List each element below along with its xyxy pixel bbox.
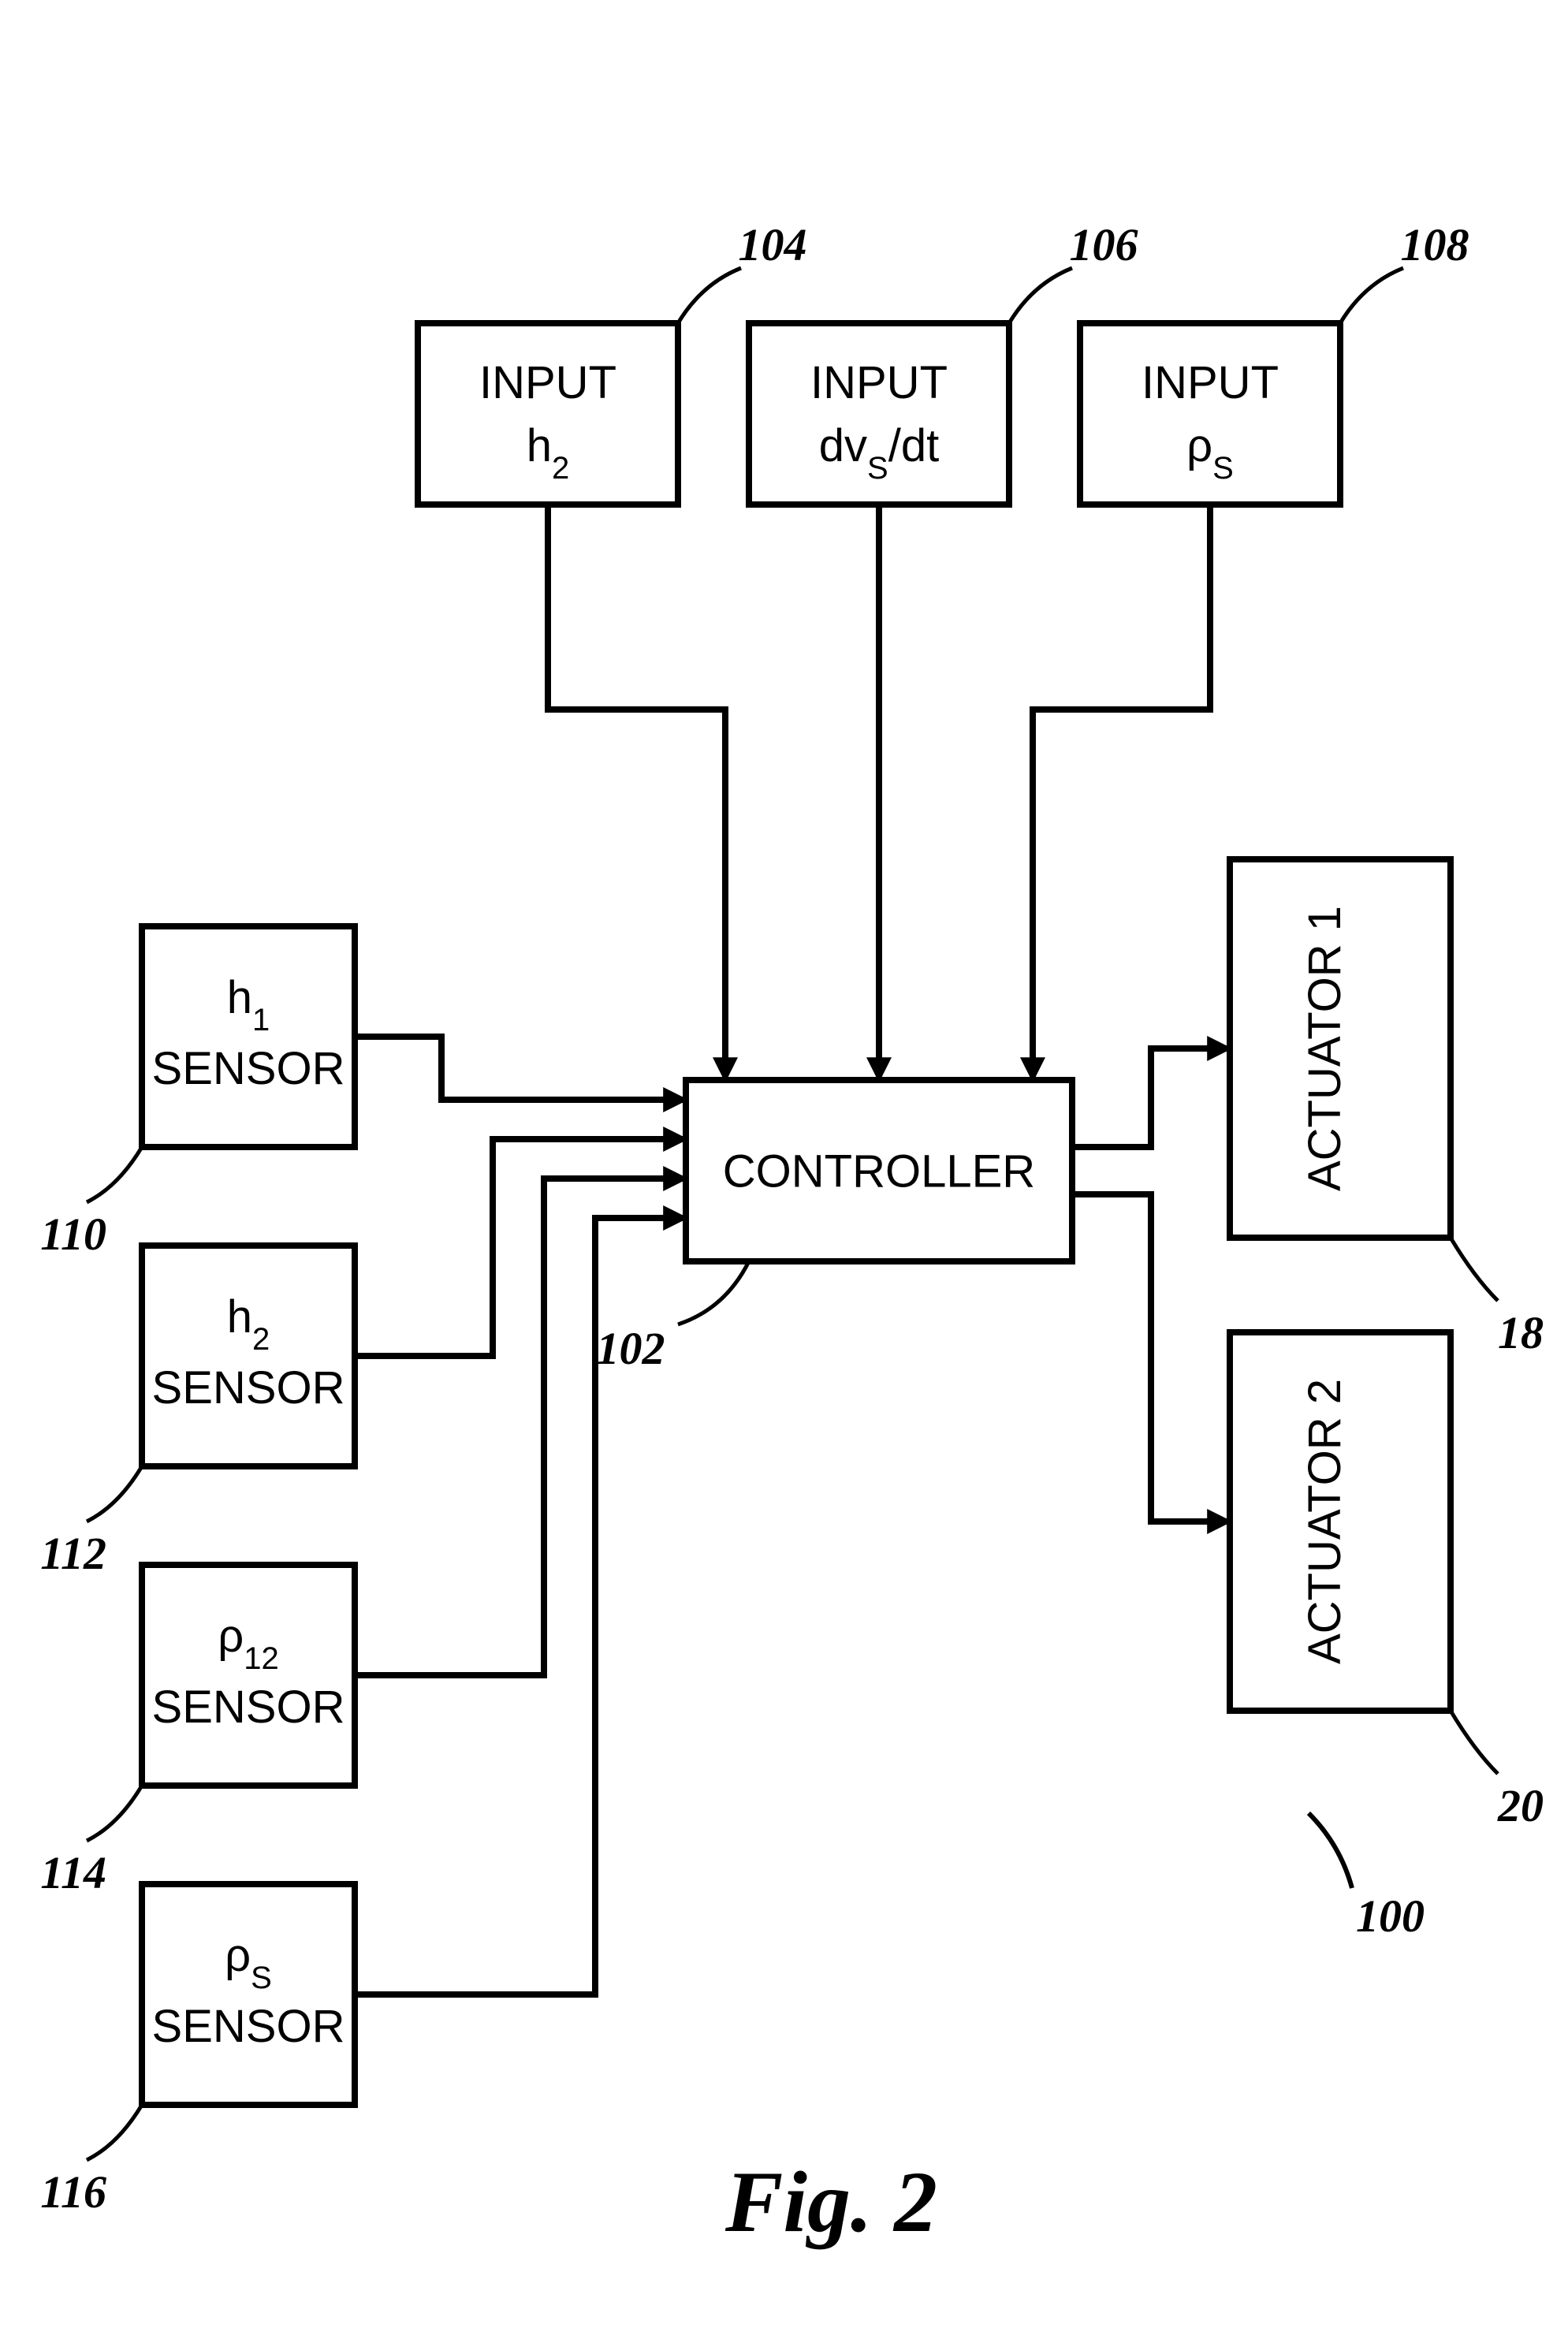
actuator-1-arrow: [1072, 1048, 1230, 1147]
figure-caption: Fig. 2: [724, 2154, 937, 2250]
input-ps-arrow: [1033, 505, 1210, 1080]
sensor-ps-box: [142, 1884, 355, 2105]
sensor-h2-box: [142, 1246, 355, 1466]
sensor-h2-line2: SENSOR: [152, 1362, 345, 1413]
sensor-ps-ref: 116: [40, 2166, 106, 2218]
sensor-ps-line2: SENSOR: [152, 2001, 345, 2052]
sensor-h1-arrow: [355, 1037, 686, 1100]
input-ps-line1: INPUT: [1142, 357, 1279, 408]
input-dvdt-ref-hook: [1009, 268, 1072, 323]
sensor-p12-ref: 114: [40, 1847, 106, 1898]
actuator-1-ref: 18: [1498, 1307, 1544, 1358]
sensor-ps-ref-hook: [87, 2105, 142, 2160]
actuator-1-label: ACTUATOR 1: [1299, 906, 1350, 1191]
ref-hook-102: [678, 1261, 749, 1324]
input-ps-ref: 108: [1401, 219, 1469, 270]
input-dvdt-line1: INPUT: [810, 357, 948, 408]
actuator-1-ref-hook: [1451, 1238, 1498, 1301]
sensor-h2-ref: 112: [40, 1528, 106, 1579]
input-h2-ref: 104: [739, 219, 807, 270]
actuator-2-label: ACTUATOR 2: [1299, 1379, 1350, 1664]
ref-100: 100: [1356, 1890, 1425, 1942]
sensor-h1-box: [142, 926, 355, 1147]
sensor-h1-line2: SENSOR: [152, 1043, 345, 1094]
ref-102: 102: [597, 1323, 665, 1374]
sensor-p12-ref-hook: [87, 1786, 142, 1841]
input-h2-line1: INPUT: [479, 357, 616, 408]
input-dvdt-ref: 106: [1070, 219, 1138, 270]
sensor-p12-line2: SENSOR: [152, 1682, 345, 1733]
input-ps-ref-hook: [1340, 268, 1403, 323]
sensor-h2-ref-hook: [87, 1466, 142, 1521]
input-ps-box: [1080, 323, 1340, 505]
input-h2-box: [418, 323, 678, 505]
input-h2-ref-hook: [678, 268, 741, 323]
actuator-2-ref-hook: [1451, 1711, 1498, 1774]
input-h2-arrow: [548, 505, 725, 1080]
sensor-h1-ref: 110: [40, 1209, 106, 1260]
controller-label: CONTROLLER: [723, 1145, 1035, 1197]
actuator-2-ref: 20: [1497, 1780, 1544, 1831]
sensor-h1-ref-hook: [87, 1147, 142, 1202]
actuator-2-arrow: [1072, 1194, 1230, 1521]
ref-hook-100: [1309, 1813, 1352, 1888]
sensor-p12-arrow: [355, 1179, 686, 1675]
